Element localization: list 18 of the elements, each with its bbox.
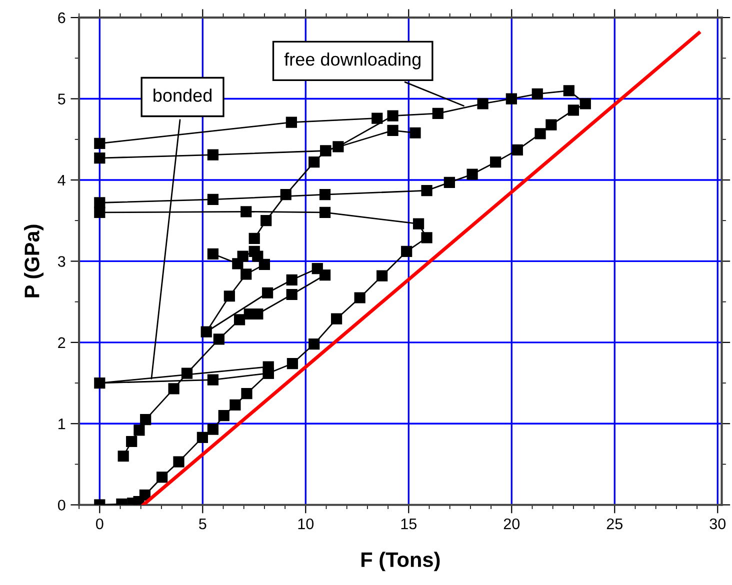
y-tick-label: 3	[58, 256, 66, 267]
y-tick-label: 1	[58, 418, 66, 430]
y-tick-label: 2	[58, 337, 66, 348]
x-tick-label: 0	[96, 518, 104, 530]
x-tick-label: 20	[504, 518, 520, 530]
x-tick-label: 30	[710, 518, 726, 530]
x-tick-label: 5	[199, 518, 206, 530]
y-tick-label: 5	[58, 94, 66, 104]
x-tick-label: 10	[298, 518, 314, 530]
x-axis-title: F (Tons)	[361, 552, 440, 572]
y-tick-label: 0	[58, 500, 66, 511]
y-tick-label: 6	[58, 12, 66, 24]
annotation: free downloading	[284, 52, 420, 70]
y-tick-label: 4	[58, 175, 66, 186]
x-tick-label: 25	[606, 518, 622, 530]
y-axis-title: P (GPa)	[24, 224, 44, 298]
annotation: bonded	[154, 88, 212, 102]
x-tick-label: 15	[401, 518, 416, 530]
